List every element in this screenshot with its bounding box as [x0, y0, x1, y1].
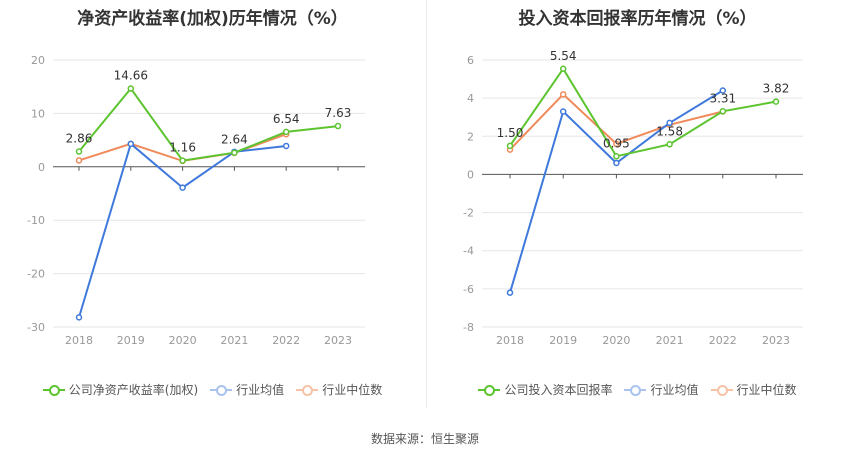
data-label: 0.95: [603, 136, 630, 150]
y-tick-label: 4: [467, 92, 474, 105]
series-line-company: [78, 86, 339, 162]
y-tick-label: 0: [38, 161, 45, 174]
roic-chart-title: 投入资本回报率历年情况（%）: [518, 9, 757, 29]
x-tick-label: 2023: [762, 334, 790, 347]
legend-line-marker-icon: [624, 384, 647, 396]
x-tick-label: 2019: [117, 334, 145, 347]
y-tick-label: 20: [31, 54, 45, 67]
legend-item-industry-mean[interactable]: 行业均值: [210, 381, 284, 398]
legend-line-marker-icon: [210, 384, 233, 396]
roic-chart-panel: 6 4 2 0 -2 -4 -6 -8 2018 2019 2020 2021 2022 2023 1.50…: [425, 0, 850, 410]
data-point: [559, 91, 567, 98]
data-point: [666, 141, 673, 148]
data-point: [179, 157, 186, 164]
legend-label: 公司投入资本回报率: [504, 383, 613, 397]
data-point: [506, 142, 514, 150]
data-point: [719, 87, 727, 94]
legend-line-marker-icon: [478, 384, 501, 396]
legend-line-marker-icon: [296, 384, 319, 396]
y-tick-label: -30: [27, 321, 45, 334]
y-tick-label: -10: [27, 214, 45, 227]
y-tick-label: -4: [463, 245, 474, 258]
x-tick-label: 2021: [220, 334, 248, 347]
y-tick-label: 2: [467, 130, 474, 143]
data-point: [282, 128, 290, 136]
y-tick-label: 0: [467, 168, 474, 181]
roe-chart-legend: 公司净资产收益率(加权) 行业均值 行业中位数: [0, 381, 425, 398]
legend-item-industry-mean[interactable]: 行业均值: [624, 381, 699, 398]
series-line-company: [509, 66, 777, 158]
x-tick-label: 2018: [496, 334, 524, 347]
data-point: [127, 140, 135, 148]
data-label: 7.63: [325, 106, 352, 120]
legend-item-industry-median[interactable]: 行业中位数: [296, 381, 382, 398]
x-tick-label: 2020: [602, 334, 630, 347]
data-point: [613, 159, 620, 167]
data-label: 3.82: [763, 82, 790, 96]
legend-label: 行业中位数: [736, 383, 797, 397]
data-label: 14.66: [114, 69, 148, 83]
data-point: [613, 153, 620, 160]
data-point: [75, 314, 83, 321]
x-tick-label: 2022: [709, 334, 737, 347]
data-point: [75, 148, 83, 155]
data-point: [231, 149, 238, 156]
legend-item-industry-median[interactable]: 行业中位数: [710, 381, 797, 398]
legend-line-marker-icon: [710, 384, 733, 396]
panel-divider: [426, 0, 427, 408]
y-tick-label: 6: [467, 54, 474, 67]
data-point: [127, 85, 135, 92]
legend-label: 行业均值: [236, 383, 285, 397]
legend-label: 公司净资产收益率(加权): [68, 383, 199, 397]
data-point: [719, 108, 727, 115]
data-point: [506, 289, 514, 296]
x-tick-label: 2023: [324, 334, 352, 347]
x-tick-label: 2022: [272, 334, 300, 347]
data-point: [334, 122, 342, 130]
data-point: [666, 119, 673, 127]
data-point: [772, 98, 780, 105]
data-point: [559, 65, 567, 73]
data-label: 5.54: [550, 49, 577, 63]
x-tick-label: 2019: [549, 334, 577, 347]
data-label: 2.86: [66, 132, 93, 146]
y-tick-label: -6: [463, 283, 474, 296]
data-label: 6.54: [273, 112, 300, 126]
data-source-note: 数据来源：恒生聚源: [370, 432, 479, 446]
roic-chart-legend: 公司投入资本回报率 行业均值 行业中位数: [425, 381, 850, 398]
legend-label: 行业中位数: [322, 383, 383, 397]
x-tick-label: 2021: [656, 334, 684, 347]
data-label: 2.64: [221, 133, 248, 147]
y-tick-label: 10: [31, 107, 45, 120]
data-point: [613, 140, 620, 148]
data-point: [179, 184, 186, 191]
data-label: 1.16: [169, 141, 196, 155]
legend-label: 行业均值: [650, 383, 699, 397]
legend-item-company-roic[interactable]: 公司投入资本回报率: [478, 381, 612, 398]
x-tick-label: 2020: [169, 334, 197, 347]
legend-line-marker-icon: [42, 384, 65, 396]
y-tick-label: -20: [27, 268, 45, 281]
roe-chart-panel: 20 10 0 -10 -20 -30 2018 2019 2020 2021 2022 2023 2.…: [0, 0, 425, 410]
legend-item-company-roe[interactable]: 公司净资产收益率(加权): [42, 381, 199, 398]
roe-chart-svg: 20 10 0 -10 -20 -30 2018 2019 2020 2021 2022 2023 2.…: [27, 54, 365, 347]
x-tick-label: 2018: [65, 334, 93, 347]
roe-chart-title: 净资产收益率(加权)历年情况（%）: [77, 9, 348, 29]
data-label: 3.31: [709, 91, 736, 105]
data-point: [75, 157, 83, 164]
y-tick-label: -2: [463, 207, 474, 220]
data-label: 1.50: [497, 126, 524, 140]
data-point: [282, 142, 290, 150]
data-label: 1.58: [656, 124, 683, 138]
data-point: [559, 108, 567, 115]
y-tick-label: -8: [463, 321, 474, 334]
roic-chart-svg: 6 4 2 0 -2 -4 -6 -8 2018 2019 2020 2021 2022 2023 1.50…: [463, 49, 803, 347]
series-line-industry-mean: [509, 89, 724, 293]
